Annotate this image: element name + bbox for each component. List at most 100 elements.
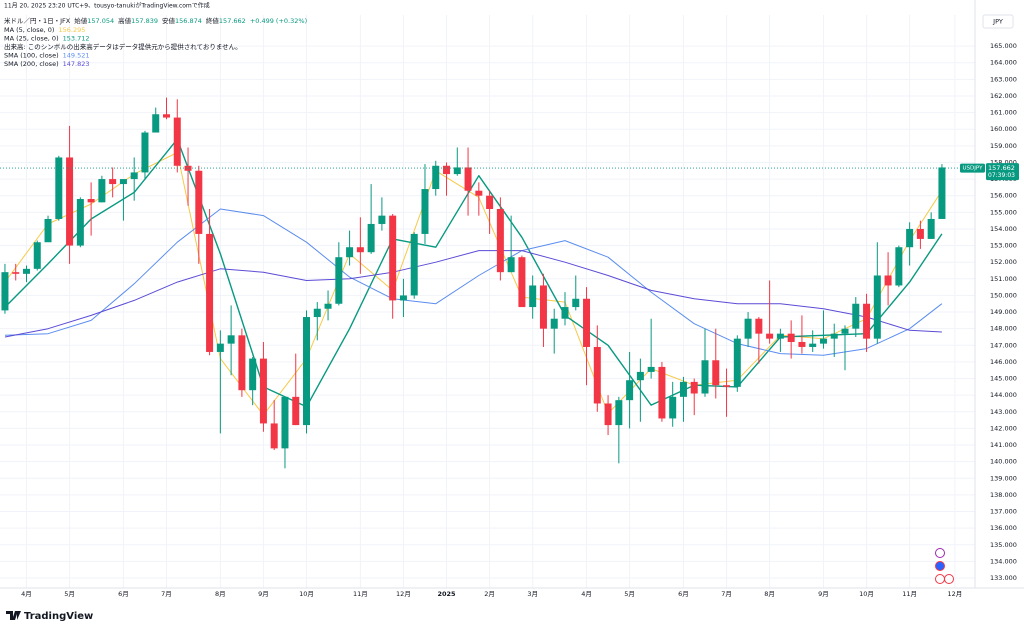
y-tick-label: 152.000 — [990, 258, 1017, 266]
ohlc-value: 157.662 — [219, 17, 246, 25]
candle-body — [453, 167, 461, 175]
y-tick-label: 158.000 — [990, 158, 1017, 166]
countdown: 07:39:03 — [988, 172, 1015, 179]
logo: TradingView — [6, 611, 93, 622]
currency-box[interactable] — [982, 14, 1014, 29]
candle-body — [324, 303, 332, 309]
y-tick-label: 151.000 — [990, 275, 1017, 283]
candle-body — [787, 333, 795, 342]
ohlc-value: 157.054 — [87, 17, 114, 25]
candle-body — [744, 318, 752, 339]
x-tick-label: 8月 — [764, 590, 775, 598]
candle-body — [55, 157, 63, 219]
y-tick-label: 148.000 — [990, 325, 1017, 333]
candle-layer — [1, 97, 946, 469]
x-tick-label: 2月 — [484, 590, 495, 598]
candle-body — [636, 371, 644, 381]
candle-body — [443, 165, 451, 175]
x-tick-label: 10月 — [859, 590, 874, 598]
ohlc-label: 安値 — [162, 16, 176, 25]
candle-body — [76, 199, 84, 246]
x-tick-label: 10月 — [299, 590, 314, 598]
y-tick-label: 153.000 — [990, 242, 1017, 250]
y-tick-label: 136.000 — [990, 524, 1017, 532]
y-tick-label: 142.000 — [990, 424, 1017, 432]
candle-body — [378, 215, 386, 224]
x-tick-label: 8月 — [215, 590, 226, 598]
candle-body — [615, 400, 623, 426]
event-icon[interactable] — [935, 574, 945, 584]
y-tick-label: 139.000 — [990, 474, 1017, 482]
candle-body — [119, 179, 127, 185]
candle-body — [22, 268, 30, 274]
candle-body — [195, 170, 203, 234]
x-tick-label: 5月 — [624, 590, 635, 598]
candle-body — [475, 190, 483, 196]
y-tick-label: 144.000 — [990, 391, 1017, 399]
candle-body — [884, 275, 892, 286]
price-tag: 157.662 — [988, 164, 1015, 172]
grid-layer — [0, 15, 975, 588]
candle-body — [755, 318, 763, 334]
y-tick-label: 147.000 — [990, 341, 1017, 349]
candle-body — [389, 215, 397, 301]
candle-body — [216, 343, 224, 352]
ohlc-label: 高値 — [118, 16, 132, 25]
x-tick-label: 7月 — [161, 590, 172, 598]
y-tick-label: 140.000 — [990, 458, 1017, 466]
candle-body — [809, 343, 817, 347]
candle-body — [292, 396, 300, 426]
candle-body — [539, 285, 547, 329]
candle-body — [626, 380, 634, 401]
candle-body — [723, 385, 731, 387]
y-tick-label: 133.000 — [990, 574, 1017, 582]
candle-body — [173, 117, 181, 166]
x-tick-label: 5月 — [64, 590, 75, 598]
y-tick-label: 155.000 — [990, 208, 1017, 216]
y-tick-label: 162.000 — [990, 92, 1017, 100]
legend-value: 156.295 — [58, 26, 85, 34]
candle-body — [184, 165, 192, 171]
candle-body — [421, 189, 429, 234]
candle-body — [303, 317, 311, 426]
x-tick-label: 4月 — [581, 590, 592, 598]
candle-body — [152, 114, 160, 133]
event-icon[interactable] — [935, 548, 945, 558]
attribution: 11月 20, 2025 23:20 UTC+9、tousyo-tanukiがT… — [4, 2, 210, 10]
candle-body — [66, 157, 74, 246]
candle-body — [776, 333, 784, 339]
candle-body — [927, 218, 935, 239]
indicator-line — [4, 208, 943, 356]
volume-note: 出来高: このシンボルの出来高データはデータ提供元から提供されておりません。 — [4, 42, 242, 51]
ohlc-value: 156.874 — [175, 17, 202, 25]
candle-body — [313, 308, 321, 318]
event-icon[interactable] — [935, 561, 945, 571]
candle-body — [399, 295, 407, 301]
y-tick-label: 141.000 — [990, 441, 1017, 449]
candle-body — [206, 233, 214, 352]
candle-body — [518, 257, 526, 308]
candle-body — [873, 275, 881, 339]
legend-name: SMA (200, close) — [4, 60, 59, 68]
candle-body — [33, 242, 41, 269]
change: +0.499 (+0.32%) — [250, 17, 307, 25]
candle-body — [798, 341, 806, 347]
y-tick-label: 149.000 — [990, 308, 1017, 316]
ohlc-label: 始値 — [74, 16, 88, 25]
candle-body — [593, 346, 601, 404]
x-tick-label: 11月 — [353, 590, 368, 598]
candle-body — [163, 114, 171, 118]
legend-value: 153.712 — [63, 35, 90, 43]
x-tick-label: 6月 — [678, 590, 689, 598]
candle-body — [464, 167, 472, 191]
candle-body — [12, 272, 20, 274]
y-tick-label: 145.000 — [990, 375, 1017, 383]
candle-body — [852, 303, 860, 329]
candle-body — [830, 333, 838, 339]
event-icon[interactable] — [944, 574, 954, 584]
candle-body — [259, 358, 267, 424]
x-tick-label: 9月 — [818, 590, 829, 598]
legend-name: MA (25, close, 0) — [4, 35, 59, 43]
